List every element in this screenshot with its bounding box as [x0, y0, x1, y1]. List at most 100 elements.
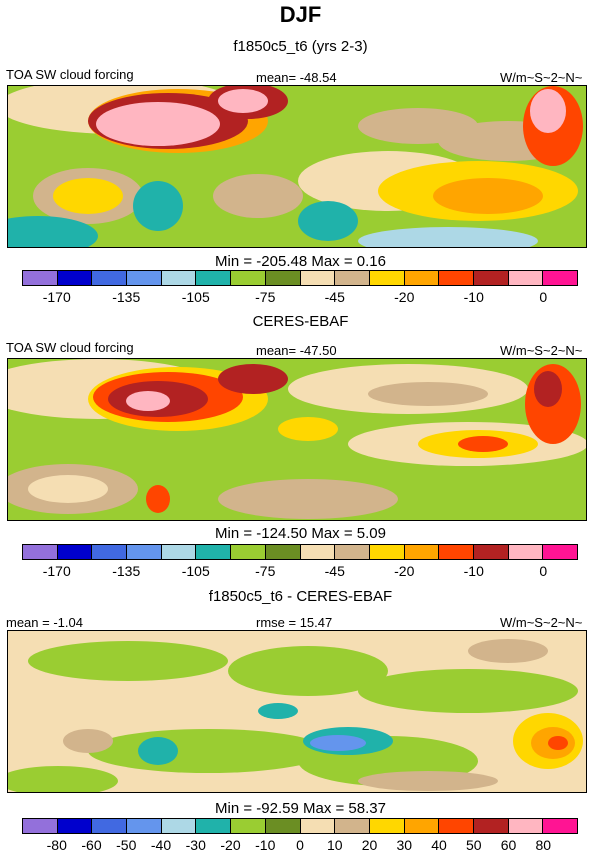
colorbar-swatch — [335, 271, 370, 285]
colorbar-tick-label: -40 — [150, 837, 172, 853]
panel-2-units-label: W/m~S~2~N~ — [500, 343, 583, 358]
colorbar-swatch — [231, 271, 266, 285]
colorbar-swatch — [543, 545, 577, 559]
colorbar-swatch — [404, 819, 440, 833]
main-title: DJF — [279, 2, 322, 27]
panel-2-mean-label: mean= -47.50 — [256, 343, 337, 358]
panel-2-map — [7, 358, 587, 521]
colorbar-swatch — [92, 819, 128, 833]
colorbar-tick-label: -135 — [112, 289, 141, 305]
colorbar-swatch — [23, 819, 58, 833]
colorbar-swatch — [439, 545, 474, 559]
colorbar-tick-label: -75 — [255, 563, 276, 579]
colorbar-tick-label: -170 — [42, 563, 71, 579]
panel-1-mean-label: mean= -48.54 — [256, 70, 337, 85]
panel-3-colorbar-ticks: -80 -60 -50 -40 -30 -20 -10 0 10 20 30 40 50 60 80 — [22, 837, 578, 855]
panel-3-rmse-label: rmse = 15.47 — [256, 615, 333, 630]
colorbar-swatch — [404, 271, 440, 285]
colorbar-swatch — [92, 545, 128, 559]
colorbar-tick-label: 0 — [539, 563, 548, 579]
colorbar-swatch — [127, 545, 162, 559]
colorbar-swatch — [231, 545, 266, 559]
colorbar-tick-label: -170 — [42, 289, 71, 305]
colorbar-tick-label: -135 — [112, 563, 141, 579]
colorbar-swatch — [265, 545, 301, 559]
colorbar-tick-label: 20 — [361, 837, 378, 853]
colorbar-swatch — [508, 271, 544, 285]
panel-1-units-label: W/m~S~2~N~ — [500, 70, 583, 85]
colorbar-swatch — [473, 545, 509, 559]
colorbar-swatch — [335, 819, 370, 833]
colorbar-swatch — [265, 271, 301, 285]
panel-2-colorbar-ticks: -170 -135 -105 -75 -45 -20 -10 0 — [22, 563, 578, 581]
panel-3-colorbar — [22, 818, 578, 834]
panel-1-minmax: Min = -205.48 Max = 0.16 — [215, 253, 386, 270]
colorbar-swatch — [543, 819, 577, 833]
panel-3-map — [7, 630, 587, 793]
colorbar-swatch — [57, 819, 93, 833]
panel-1-colorbar-ticks: -170 -135 -105 -75 -45 -20 -10 0 — [22, 289, 578, 307]
colorbar-swatch — [508, 819, 544, 833]
panel-2-title: CERES-EBAF — [252, 313, 349, 330]
colorbar-swatch — [23, 271, 58, 285]
colorbar-swatch — [127, 271, 162, 285]
colorbar-swatch — [300, 819, 336, 833]
colorbar-tick-label: 40 — [431, 837, 447, 853]
colorbar-swatch — [369, 819, 405, 833]
colorbar-swatch — [231, 819, 266, 833]
colorbar-tick-label: -45 — [324, 563, 345, 579]
panel-2-left-label: TOA SW cloud forcing — [6, 340, 134, 355]
colorbar-swatch — [196, 545, 232, 559]
colorbar-swatch — [369, 271, 405, 285]
colorbar-swatch — [439, 819, 474, 833]
colorbar-swatch — [196, 271, 232, 285]
colorbar-tick-label: 10 — [326, 837, 343, 853]
colorbar-swatch — [543, 271, 577, 285]
colorbar-tick-label: -10 — [255, 837, 276, 853]
colorbar-tick-label: -20 — [394, 289, 415, 305]
colorbar-tick-label: 80 — [535, 837, 552, 853]
colorbar-tick-label: -50 — [116, 837, 137, 853]
colorbar-tick-label: -105 — [181, 289, 210, 305]
colorbar-tick-label: -45 — [324, 289, 345, 305]
colorbar-tick-label: 0 — [296, 837, 304, 853]
panel-3-title: f1850c5_t6 - CERES-EBAF — [208, 588, 393, 605]
colorbar-swatch — [57, 545, 93, 559]
colorbar-swatch — [161, 271, 197, 285]
colorbar-swatch — [369, 545, 405, 559]
colorbar-swatch — [404, 545, 440, 559]
colorbar-tick-label: -80 — [46, 837, 67, 853]
colorbar-swatch — [196, 819, 232, 833]
panel-1-left-label: TOA SW cloud forcing — [6, 67, 134, 82]
colorbar-tick-label: -75 — [255, 289, 276, 305]
colorbar-tick-label: -10 — [463, 289, 484, 305]
colorbar-swatch — [300, 271, 336, 285]
colorbar-tick-label: 30 — [396, 837, 413, 853]
colorbar-swatch — [300, 545, 336, 559]
colorbar-swatch — [335, 545, 370, 559]
colorbar-swatch — [161, 545, 197, 559]
colorbar-tick-label: 0 — [539, 289, 548, 305]
colorbar-swatch — [127, 819, 162, 833]
panel-3-units-label: W/m~S~2~N~ — [500, 615, 583, 630]
colorbar-swatch — [508, 545, 544, 559]
panel-3-mean-label: mean = -1.04 — [6, 615, 83, 630]
colorbar-swatch — [57, 271, 93, 285]
colorbar-swatch — [265, 819, 301, 833]
panel-1-colorbar — [22, 270, 578, 286]
colorbar-tick-label: 50 — [465, 837, 482, 853]
panel-3-minmax: Min = -92.59 Max = 58.37 — [215, 800, 386, 817]
colorbar-tick-label: -20 — [394, 563, 415, 579]
colorbar-swatch — [23, 545, 58, 559]
panel-1-map — [7, 85, 587, 248]
colorbar-tick-label: -30 — [185, 837, 206, 853]
colorbar-tick-label: 60 — [500, 837, 517, 853]
colorbar-tick-label: -20 — [220, 837, 241, 853]
panel-2-colorbar — [22, 544, 578, 560]
colorbar-swatch — [473, 819, 509, 833]
colorbar-tick-label: -60 — [81, 837, 102, 853]
colorbar-tick-label: -105 — [181, 563, 210, 579]
colorbar-swatch — [473, 271, 509, 285]
colorbar-tick-label: -10 — [463, 563, 484, 579]
colorbar-swatch — [92, 271, 128, 285]
